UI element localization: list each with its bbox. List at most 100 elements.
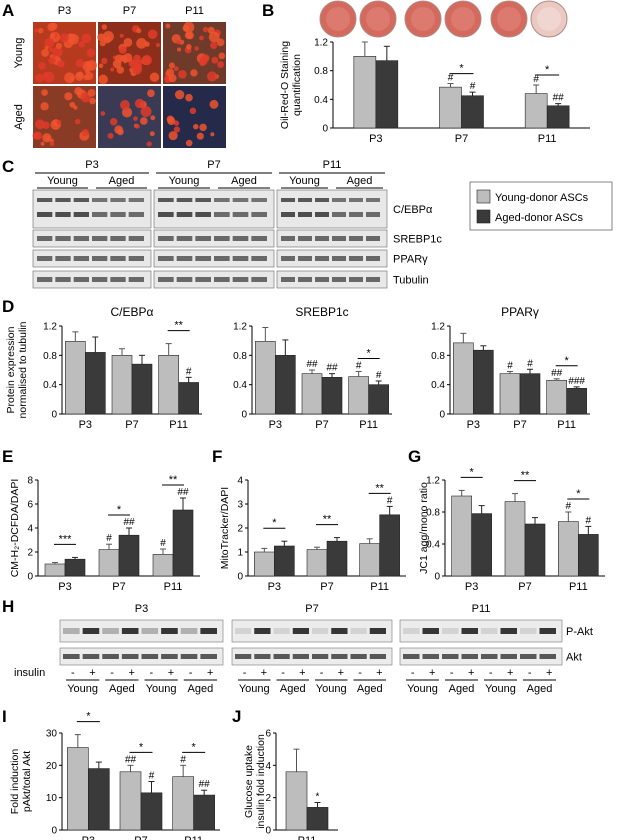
lipid-droplet (186, 31, 194, 40)
subgroup-label: Young (407, 683, 438, 695)
protein-band (235, 654, 252, 659)
lipid-droplet (168, 62, 175, 69)
significance-star: ** (375, 482, 384, 494)
bar-young (359, 543, 380, 577)
protein-band (214, 256, 230, 261)
protein-band (121, 654, 139, 659)
lipid-droplet (49, 141, 55, 147)
significance-star: * (576, 488, 581, 500)
lipid-droplet (189, 107, 197, 115)
protein-band (158, 236, 174, 241)
lipid-droplet (144, 41, 150, 47)
protein-band (232, 256, 249, 261)
lipid-droplet (109, 118, 118, 126)
y-tick-label: 2 (237, 524, 243, 535)
bar-aged (306, 807, 329, 831)
protein-band (176, 277, 193, 282)
lipid-droplet (165, 23, 171, 29)
protein-band (92, 198, 108, 202)
bar-young (172, 776, 194, 831)
lipid-droplet (210, 41, 218, 50)
protein-band (273, 654, 290, 659)
x-tick-label: P11 (370, 581, 389, 593)
significance-star: * (545, 64, 550, 76)
insulin-sign: - (489, 667, 493, 679)
protein-band (158, 198, 174, 202)
insulin-sign: - (281, 667, 285, 679)
protein-band (92, 277, 108, 282)
lipid-droplet (47, 22, 56, 32)
insulin-sign: + (429, 667, 435, 679)
lipid-droplet (98, 63, 104, 69)
well-texture (497, 7, 521, 31)
significance-mark: ## (326, 363, 338, 374)
insulin-sign: + (468, 667, 474, 679)
subgroup-label: Aged (109, 683, 135, 695)
insulin-sign: - (110, 667, 114, 679)
legend-box (469, 181, 613, 231)
subgroup-label: Young (316, 683, 347, 695)
protein-band (350, 654, 367, 659)
protein-band (369, 654, 386, 659)
bar-aged (471, 513, 492, 577)
y-axis-label: Oil-Red-O Staining (279, 41, 291, 129)
bar-young (439, 86, 462, 129)
protein-band (422, 654, 439, 659)
y-tick-label: 8 (27, 476, 33, 487)
protein-band (195, 198, 211, 202)
insulin-sign: - (71, 667, 75, 679)
significance-mark: ### (568, 376, 585, 387)
protein-band (332, 277, 346, 282)
protein-band (195, 256, 211, 261)
protein-band (251, 277, 267, 282)
lipid-droplet (110, 67, 115, 72)
subgroup-label: Young (146, 683, 177, 695)
bar-aged (131, 363, 153, 415)
lipid-droplet (202, 26, 209, 33)
row-label: Young (13, 38, 25, 69)
protein-band (331, 654, 348, 659)
protein-band (520, 654, 537, 659)
x-tick-label: P3 (467, 419, 480, 431)
lipid-droplet (107, 132, 114, 139)
protein-band (37, 198, 53, 202)
protein-band (481, 654, 498, 659)
lipid-droplet (40, 102, 49, 111)
y-tick-label: 0.8 (43, 351, 57, 362)
panel-b: B 0 0.4 0.8 1.2 Oil-Red-O Staining quantificat… (262, 0, 590, 145)
significance-mark: # (160, 538, 166, 549)
panel-letter: G (408, 447, 421, 466)
protein-band (37, 212, 53, 217)
protein-band (82, 628, 100, 634)
significance-mark: ## (551, 368, 563, 379)
protein-band (281, 236, 295, 241)
lipid-droplet (40, 141, 45, 146)
lipid-droplet (73, 105, 78, 110)
x-tick-label: P11 (557, 419, 576, 431)
protein-band (332, 256, 346, 261)
subgroup-label: Aged (280, 683, 306, 695)
x-tick-label: P7 (513, 419, 526, 431)
protein-band (55, 277, 71, 282)
y-axis-label: normalised to tubulin (17, 321, 29, 418)
protein-band (110, 236, 126, 241)
y-tick-label: 10 (46, 793, 58, 804)
protein-band (141, 628, 159, 634)
panel-letter: J (232, 707, 241, 726)
subgroup-label: Young (47, 175, 78, 187)
bar-aged (321, 377, 343, 415)
y-axis-label: quantification (291, 54, 303, 116)
significance-mark: ## (553, 93, 565, 104)
subgroup-label: Young (67, 683, 98, 695)
bar-aged (326, 540, 348, 577)
bar-young (44, 563, 66, 577)
blot-strip (399, 619, 563, 643)
y-tick-label: 0.8 (431, 351, 445, 362)
significance-mark: * (316, 792, 320, 803)
subgroup-label: Aged (231, 175, 257, 187)
chart-title: PPARγ (501, 305, 539, 319)
x-tick-label: P7 (125, 419, 138, 431)
protein-band (315, 236, 329, 241)
bar-young (98, 549, 120, 577)
protein-band (200, 628, 217, 634)
